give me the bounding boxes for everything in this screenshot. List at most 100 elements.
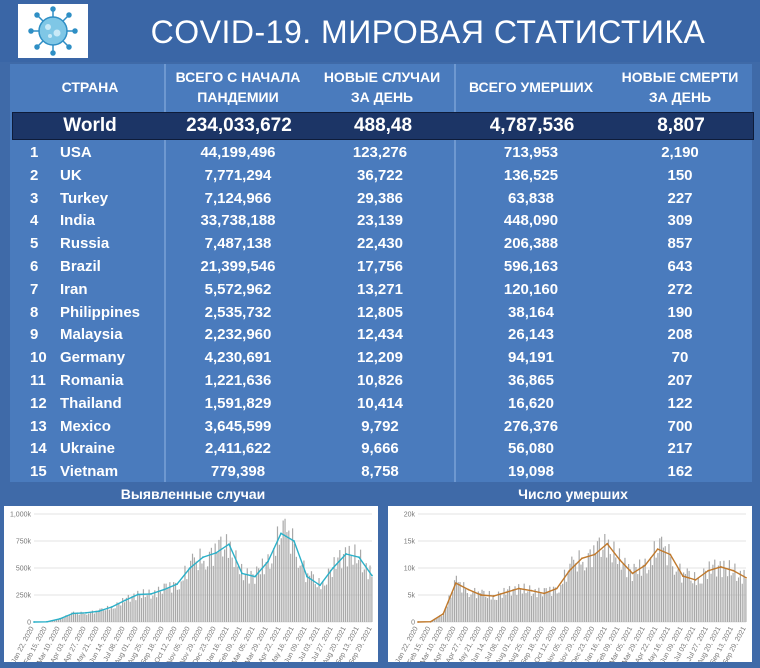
daily-bar (322, 581, 324, 622)
daily-bar (640, 575, 643, 622)
table-header: СТРАНА ВСЕГО С НАЧАЛА ПАНДЕМИИ НОВЫЕ СЛУ… (10, 64, 752, 112)
daily-bar (556, 593, 558, 622)
daily-bar (356, 563, 358, 622)
data-point (543, 592, 546, 595)
row-new-deaths: 70 (671, 349, 689, 367)
daily-bar (606, 557, 608, 622)
data-point (254, 575, 256, 578)
data-point (345, 553, 347, 555)
daily-bar (639, 559, 641, 622)
daily-bar (536, 597, 538, 622)
daily-bar (499, 593, 501, 622)
daily-bar (624, 557, 626, 622)
daily-bar (220, 536, 222, 622)
daily-bar (108, 609, 111, 622)
daily-bar (199, 548, 201, 622)
daily-bar (695, 585, 698, 622)
data-point (606, 542, 609, 545)
world-total: 234,033,672 (186, 115, 292, 136)
data-point (163, 588, 165, 591)
daily-bar (723, 560, 725, 622)
table-row: 2 UK 7,771,294 36,722 136,525 150 (10, 164, 752, 187)
daily-bar (146, 595, 148, 622)
table-row: 5 Russia 7,487,138 22,430 206,388 857 (10, 232, 752, 255)
daily-bar (297, 567, 299, 622)
table-row: 8 Philippines 2,535,732 12,805 38,164 190 (10, 301, 752, 324)
daily-bar (571, 556, 573, 622)
data-point (707, 569, 710, 572)
daily-bar (466, 593, 468, 622)
column-divider (164, 64, 166, 482)
daily-bar (664, 546, 666, 622)
daily-bar (184, 565, 186, 622)
daily-bar (481, 589, 483, 622)
daily-bar (178, 589, 180, 622)
daily-bar (165, 583, 167, 622)
daily-bar (461, 592, 463, 622)
row-new-cases: 12,209 (357, 349, 403, 367)
daily-bar (618, 548, 621, 622)
row-deaths: 120,160 (503, 280, 559, 298)
y-tick-label: 10k (404, 566, 416, 573)
daily-bar (595, 554, 597, 622)
daily-bar (565, 581, 567, 622)
daily-bar (741, 583, 743, 622)
daily-bar (123, 602, 126, 622)
daily-bar (101, 608, 103, 622)
daily-bar (188, 568, 190, 622)
daily-bar (293, 544, 296, 622)
data-point (59, 617, 61, 620)
daily-bar (286, 532, 288, 622)
daily-bar (310, 571, 313, 622)
row-deaths: 713,953 (503, 144, 559, 161)
daily-bar (342, 554, 345, 622)
daily-bar (301, 564, 303, 622)
daily-bar (74, 612, 77, 622)
daily-bar (628, 564, 630, 622)
row-new-cases: 29,386 (357, 189, 403, 207)
daily-bar (670, 556, 672, 622)
column-header-total: ВСЕГО С НАЧАЛА ПАНДЕМИИ (168, 67, 308, 107)
daily-bar (518, 584, 520, 622)
row-country: Malaysia (60, 326, 123, 344)
daily-bar (648, 569, 650, 622)
daily-bar (617, 564, 619, 622)
row-rank: 6 (30, 258, 39, 275)
daily-bar (171, 592, 173, 622)
data-point (72, 612, 74, 615)
row-new-deaths: 217 (667, 440, 693, 458)
daily-bar (441, 616, 443, 622)
daily-bar (635, 566, 637, 622)
data-point (137, 593, 139, 596)
daily-bar (596, 541, 599, 622)
daily-bar (95, 610, 97, 622)
daily-bar (89, 612, 92, 622)
daily-bar (455, 575, 457, 622)
row-new-deaths: 700 (667, 417, 693, 435)
data-point (593, 553, 596, 556)
daily-bar (197, 570, 199, 622)
table-row: 7 Iran 5,572,962 13,271 120,160 272 (10, 278, 752, 301)
daily-bar (450, 597, 452, 622)
daily-bar (207, 566, 209, 622)
data-point (694, 578, 697, 581)
data-point (228, 543, 230, 546)
daily-bar (587, 553, 589, 622)
daily-bar (642, 564, 644, 622)
row-total: 3,645,599 (204, 417, 272, 435)
daily-bar (82, 613, 84, 622)
row-rank: 11 (30, 372, 46, 389)
daily-bar (662, 547, 665, 622)
daily-bar (86, 614, 88, 622)
daily-bar (593, 545, 595, 622)
daily-bar (530, 596, 533, 622)
daily-bar (675, 571, 677, 622)
daily-bar (633, 563, 635, 622)
daily-bar (717, 565, 720, 622)
column-header-line: ПАНДЕМИИ (197, 89, 279, 105)
daily-bar (659, 538, 661, 622)
daily-bar (549, 586, 551, 622)
daily-bar (358, 559, 360, 622)
daily-bar (295, 556, 297, 622)
row-new-cases: 9,792 (361, 417, 399, 435)
